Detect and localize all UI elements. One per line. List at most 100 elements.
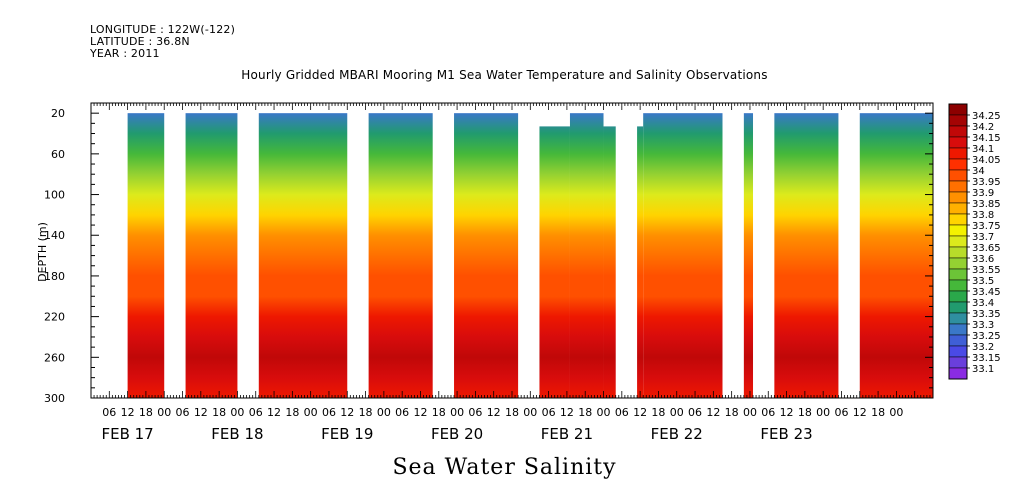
x-tick-label: 00 bbox=[230, 406, 244, 419]
x-tick-label: 00 bbox=[304, 406, 318, 419]
colorbar-label: 34.2 bbox=[972, 122, 994, 133]
x-tick-label: 00 bbox=[816, 406, 830, 419]
data-segment bbox=[774, 113, 839, 399]
x-tick-label: 18 bbox=[725, 406, 739, 419]
colorbar-swatch bbox=[948, 367, 968, 380]
colorbar-label: 33.5 bbox=[972, 276, 994, 287]
colorbar-swatch bbox=[948, 301, 968, 314]
colorbar-swatch bbox=[948, 257, 968, 270]
y-axis-label: DEPTH (m) bbox=[36, 222, 49, 282]
colorbar-label: 33.15 bbox=[972, 353, 1001, 364]
colorbar-swatch bbox=[948, 279, 968, 292]
colorbar-frame bbox=[948, 103, 968, 380]
colorbar-label: 33.2 bbox=[972, 342, 994, 353]
x-tick-label: 00 bbox=[450, 406, 464, 419]
colorbar-label: 33.55 bbox=[972, 265, 1001, 276]
colorbar-label: 33.4 bbox=[972, 298, 994, 309]
x-tick-label: 18 bbox=[505, 406, 519, 419]
x-tick-label: 00 bbox=[597, 406, 611, 419]
x-tick-label: 06 bbox=[468, 406, 482, 419]
data-segment bbox=[539, 126, 570, 399]
x-tick-label: 06 bbox=[761, 406, 775, 419]
colorbar-swatch bbox=[948, 334, 968, 347]
x-tick-label: 18 bbox=[798, 406, 812, 419]
x-tick-label: 12 bbox=[560, 406, 574, 419]
data-segment bbox=[743, 113, 754, 399]
x-tick-label: 00 bbox=[889, 406, 903, 419]
x-tick-label: 06 bbox=[322, 406, 336, 419]
date-label: FEB 22 bbox=[651, 425, 703, 443]
data-segments bbox=[127, 113, 933, 399]
colorbar-label: 33.9 bbox=[972, 188, 994, 199]
colorbar-swatch bbox=[948, 213, 968, 226]
colorbar-swatch bbox=[948, 356, 968, 369]
data-segment bbox=[859, 113, 933, 399]
x-tick-label: 18 bbox=[432, 406, 446, 419]
longitude-label: LONGITUDE : 122W(-122) bbox=[90, 23, 236, 36]
x-axis: 06 12 18 00 06 12 18 00 06 12 18 00 06 12 18 00 06 12 18 00… bbox=[90, 103, 934, 443]
colorbar-swatch bbox=[948, 125, 968, 138]
colorbar-label: 34.1 bbox=[972, 144, 994, 155]
data-segment bbox=[454, 113, 519, 399]
colorbar-swatch bbox=[948, 136, 968, 149]
x-tick-label: 18 bbox=[651, 406, 665, 419]
data-segment bbox=[127, 113, 165, 399]
x-tick-label: 00 bbox=[670, 406, 684, 419]
colorbar-label: 33.7 bbox=[972, 232, 994, 243]
x-tick-label: 12 bbox=[706, 406, 720, 419]
x-tick-label: 18 bbox=[578, 406, 592, 419]
variable-label: Sea Water Salinity bbox=[392, 455, 617, 480]
y-tick-label: 140 bbox=[44, 229, 65, 242]
colorbar-label: 33.1 bbox=[972, 364, 994, 375]
colorbar-swatch bbox=[948, 158, 968, 171]
y-tick-label: 260 bbox=[44, 351, 65, 364]
x-tick-label: 12 bbox=[121, 406, 135, 419]
colorbar-swatch bbox=[948, 268, 968, 281]
date-label: FEB 19 bbox=[321, 425, 373, 443]
x-tick-label: 12 bbox=[853, 406, 867, 419]
colorbar-label: 34.05 bbox=[972, 155, 1001, 166]
colorbar-label: 33.75 bbox=[972, 221, 1001, 232]
colorbar-swatch bbox=[948, 345, 968, 358]
x-tick-label: 12 bbox=[194, 406, 208, 419]
colorbar-label: 33.95 bbox=[972, 177, 1001, 188]
chart-title: Hourly Gridded MBARI Mooring M1 Sea Wate… bbox=[241, 68, 768, 82]
date-label: FEB 20 bbox=[431, 425, 483, 443]
y-axis: 20 60 100 140 180 220 260 300 bbox=[44, 102, 933, 405]
x-tick-label: 00 bbox=[743, 406, 757, 419]
data-segment bbox=[643, 113, 723, 399]
colorbar-swatch bbox=[948, 312, 968, 325]
x-tick-label: 18 bbox=[359, 406, 373, 419]
colorbar-label: 33.65 bbox=[972, 243, 1001, 254]
data-segment bbox=[368, 113, 433, 399]
x-tick-label: 12 bbox=[340, 406, 354, 419]
colorbar-label: 33.45 bbox=[972, 287, 1001, 298]
latitude-label: LATITUDE : 36.8N bbox=[90, 35, 190, 48]
colorbar-swatch bbox=[948, 202, 968, 215]
colorbar-swatch bbox=[948, 180, 968, 193]
date-label: FEB 23 bbox=[760, 425, 812, 443]
colorbar-swatch bbox=[948, 114, 968, 127]
colorbar-label: 34 bbox=[972, 166, 985, 177]
x-tick-label: 06 bbox=[102, 406, 116, 419]
x-tick-label: 18 bbox=[212, 406, 226, 419]
colorbar-label: 33.6 bbox=[972, 254, 994, 265]
x-tick-label: 12 bbox=[413, 406, 427, 419]
colorbar-swatch bbox=[948, 169, 968, 182]
data-segment bbox=[258, 113, 348, 399]
colorbar-label: 33.25 bbox=[972, 331, 1001, 342]
x-tick-label: 00 bbox=[157, 406, 171, 419]
colorbar-label: 33.3 bbox=[972, 320, 994, 331]
year-label: YEAR : 2011 bbox=[90, 47, 160, 60]
colorbar-swatch bbox=[948, 323, 968, 336]
colorbar-label: 33.35 bbox=[972, 309, 1001, 320]
x-tick-label: 00 bbox=[377, 406, 391, 419]
y-tick-label: 300 bbox=[44, 392, 65, 405]
x-tick-label: 06 bbox=[834, 406, 848, 419]
x-tick-label: 06 bbox=[542, 406, 556, 419]
y-tick-label: 20 bbox=[51, 107, 65, 120]
y-tick-label: 100 bbox=[44, 189, 65, 202]
x-tick-label: 00 bbox=[523, 406, 537, 419]
x-tick-label: 12 bbox=[633, 406, 647, 419]
